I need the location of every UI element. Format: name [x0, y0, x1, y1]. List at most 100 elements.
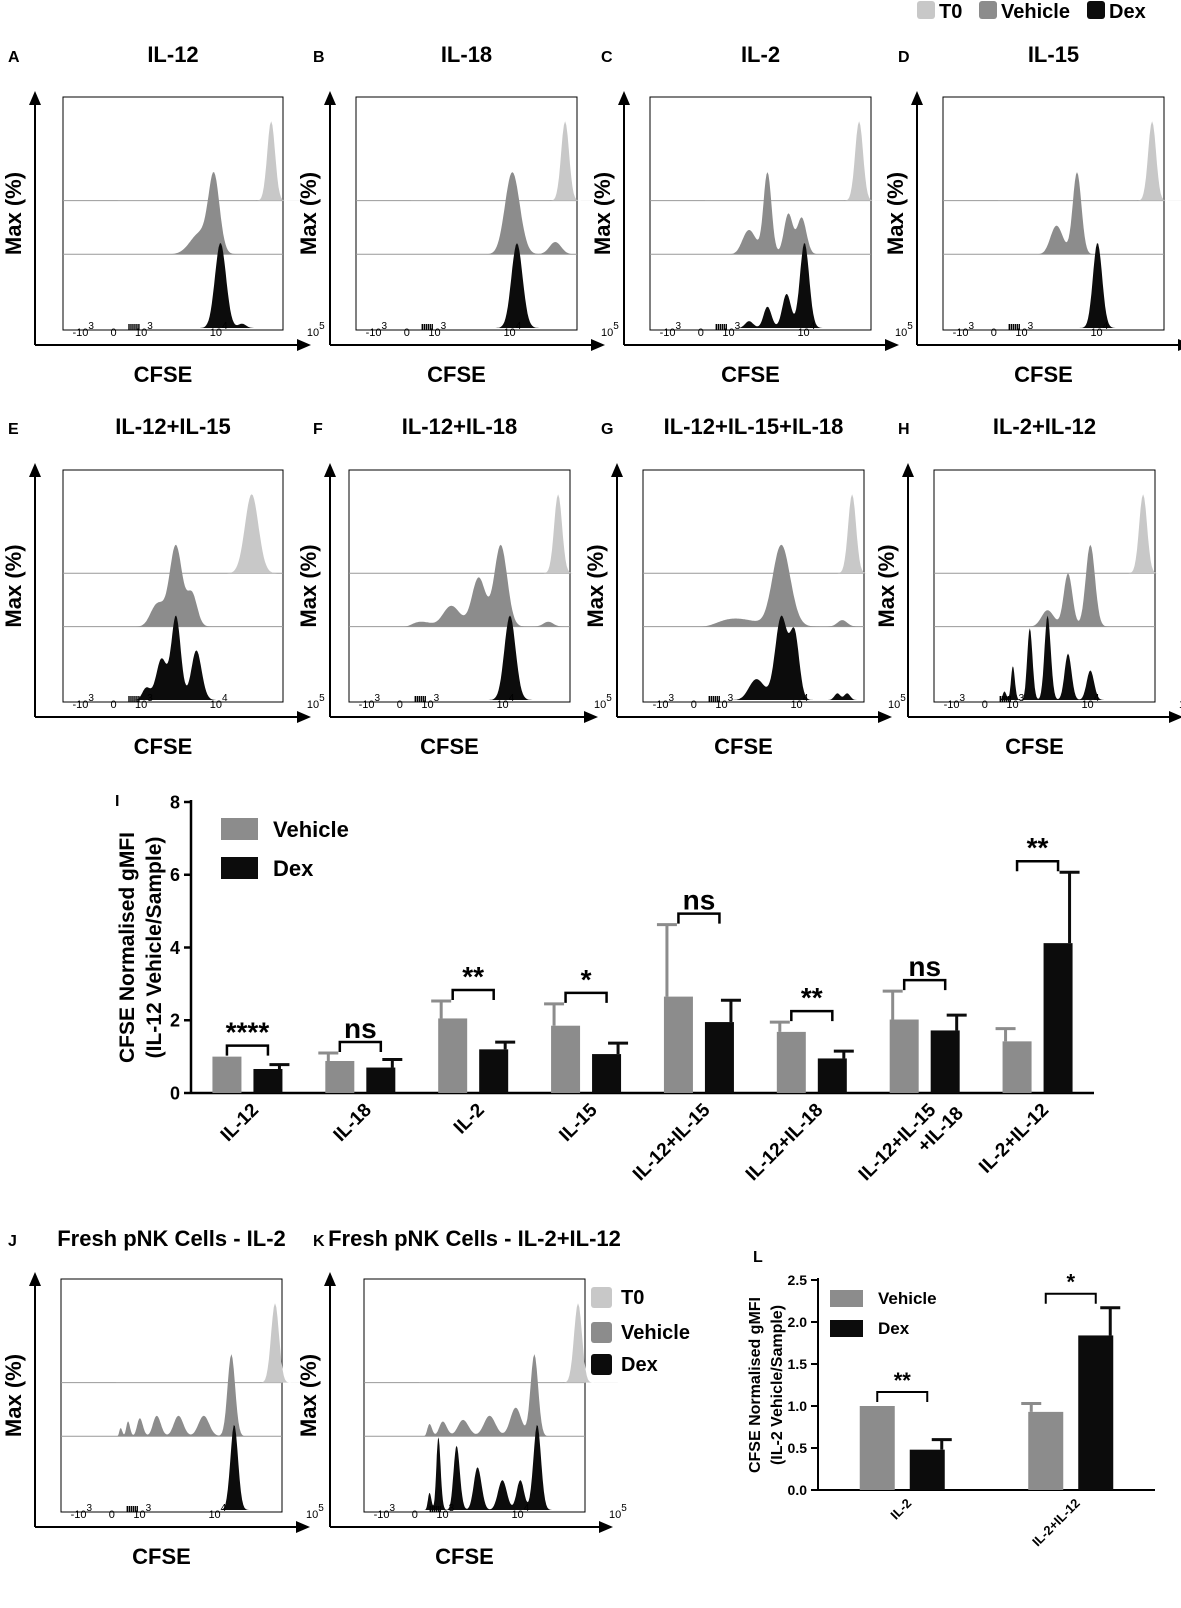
histogram-t0 [404, 494, 603, 574]
significance-label: * [1066, 1270, 1075, 1295]
x-tick-label: 104 [503, 321, 521, 339]
bar-vehicle [776, 1031, 806, 1093]
y-tick-label: 0.5 [788, 1440, 808, 1456]
legend-swatch-t0 [917, 1, 935, 19]
histogram-t0 [698, 494, 897, 574]
histogram-dex [117, 615, 316, 700]
bar-dex [704, 1022, 734, 1093]
histogram-vehicle [705, 172, 904, 255]
significance-label: ** [1027, 832, 1049, 863]
histogram-panel-g: G IL-12+IL-15+IL-18 -103 0 103 104 105 CFSE Max … [583, 414, 906, 759]
histogram-t0 [705, 121, 904, 201]
category-label: IL-2+IL-12 [1029, 1496, 1083, 1550]
legend-label-vehicle: Vehicle [621, 1322, 690, 1344]
panel-title: Fresh pNK Cells - IL-2 [57, 1226, 286, 1251]
histogram-t0 [116, 1303, 315, 1383]
significance-label: ns [683, 885, 716, 916]
panel-k-legend: T0 Vehicle Dex [591, 1287, 690, 1376]
significance-label: ** [894, 1368, 912, 1393]
histogram-panel-e: E IL-12+IL-15 -103 0 103 104 105 CFSE Max (%) [1, 414, 325, 759]
x-axis-title: CFSE [134, 362, 193, 387]
legend-swatch-vehicle [830, 1290, 863, 1307]
x-tick-label: 104 [1081, 693, 1099, 711]
y-axis-title-2: (IL-2 Vehicle/Sample) [769, 1305, 786, 1465]
x-tick-label: 105 [609, 1503, 627, 1521]
significance-bracket [902, 978, 947, 991]
panel-letter: I [115, 793, 119, 810]
legend-label-dex: Dex [1109, 1, 1146, 23]
y-axis-title: CFSE Normalised gMFI [116, 832, 139, 1063]
y-axis-title: Max (%) [883, 172, 908, 255]
x-tick-label: 0 [397, 699, 403, 711]
x-tick-label: 0 [698, 327, 704, 339]
x-axis-arrow [591, 339, 605, 351]
y-axis-arrow [911, 91, 923, 105]
x-axis-title: CFSE [1014, 362, 1073, 387]
histogram-panel-b: B IL-18 -103 0 103 104 105 CFSE Max (%) [296, 42, 619, 387]
category-label: IL-18 [330, 1100, 376, 1146]
x-tick-label: 105 [888, 693, 906, 711]
bar-vehicle [325, 1060, 355, 1093]
histogram-t0 [989, 494, 1181, 574]
y-tick-label: 8 [170, 792, 180, 812]
legend-label-t0: T0 [939, 1, 962, 23]
category-label: IL-12+IL-15 [629, 1099, 715, 1185]
bar-vehicle [859, 1406, 895, 1490]
x-axis-title: CFSE [427, 362, 486, 387]
x-tick-label: 0 [691, 699, 697, 711]
y-axis-arrow [29, 463, 41, 477]
x-axis-arrow [296, 1521, 310, 1533]
legend-swatch-dex [221, 857, 258, 879]
x-tick-label: 104 [1090, 321, 1108, 339]
top-legend: T0 Vehicle Dex [917, 1, 1146, 23]
x-tick-label: 103 [715, 693, 733, 711]
chart-legend: Vehicle Dex [830, 1289, 937, 1338]
plot-frame [363, 1278, 586, 1513]
legend-label-dex: Dex [878, 1319, 910, 1338]
histogram-vehicle [117, 172, 316, 255]
y-tick-label: 2 [170, 1011, 180, 1031]
y-axis-arrow [29, 91, 41, 105]
x-tick-label: 104 [208, 1503, 226, 1521]
bar-dex [930, 1030, 960, 1093]
x-axis-title: CFSE [420, 734, 479, 759]
y-tick-label: 0 [170, 1083, 180, 1103]
plot-frame [642, 469, 865, 703]
panel-letter: D [898, 49, 910, 66]
x-tick-label: -103 [953, 321, 975, 339]
bar-dex [366, 1067, 396, 1093]
histogram-dex [419, 1425, 618, 1510]
x-tick-label: 103 [428, 321, 446, 339]
panel-title: Fresh pNK Cells - IL-2+IL-12 [328, 1226, 621, 1251]
bar-chart-i: I 0 2 4 6 8 CFSE Normalised gMFI (IL-12 Vehicle… [115, 792, 1094, 1185]
significance-bracket [225, 1044, 270, 1056]
category-label: IL-2 [887, 1496, 914, 1523]
y-axis-arrow [618, 91, 630, 105]
x-tick-label: 105 [895, 321, 913, 339]
histogram-dex [698, 615, 897, 700]
histogram-t0 [411, 121, 610, 201]
x-tick-label: 0 [111, 327, 117, 339]
x-tick-label: -103 [359, 693, 381, 711]
histogram-vehicle [411, 172, 610, 255]
x-tick-label: 104 [210, 321, 228, 339]
y-axis-arrow [324, 91, 336, 105]
x-axis-title: CFSE [1005, 734, 1064, 759]
y-axis-title: Max (%) [296, 172, 321, 255]
histogram-t0 [998, 121, 1181, 201]
histogram-vehicle [404, 544, 603, 627]
x-axis-arrow [878, 711, 892, 723]
x-tick-label: 104 [210, 693, 228, 711]
x-axis-title: CFSE [435, 1544, 494, 1569]
x-tick-label: 104 [790, 693, 808, 711]
panel-letter: H [898, 421, 910, 438]
histogram-t0 [117, 494, 316, 574]
panel-letter: L [753, 1249, 763, 1266]
x-axis-title: CFSE [721, 362, 780, 387]
y-tick-label: 1.5 [788, 1356, 808, 1372]
x-tick-label: -103 [660, 321, 682, 339]
panel-letter: F [313, 421, 323, 438]
x-tick-label: 103 [436, 1503, 454, 1521]
x-tick-label: 0 [111, 699, 117, 711]
legend-swatch-dex [591, 1354, 612, 1375]
